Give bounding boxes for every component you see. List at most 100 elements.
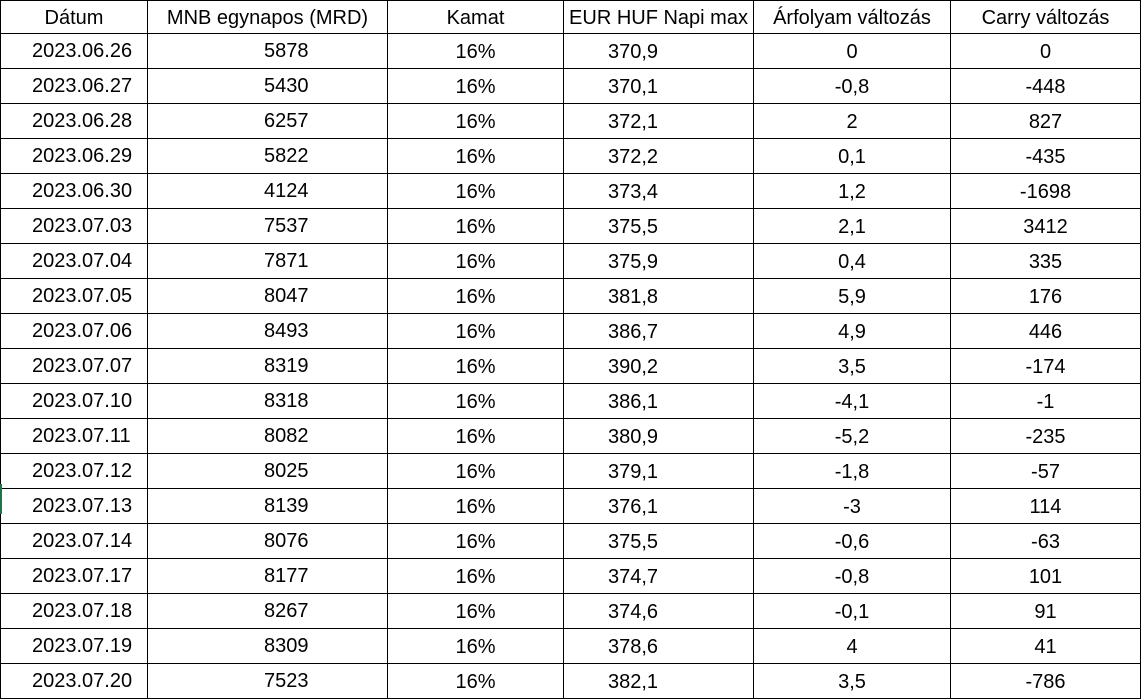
cell-arfolyam[interactable]: -0,1 bbox=[753, 593, 951, 629]
cell-date[interactable]: 2023.07.03 bbox=[0, 208, 148, 244]
cell-date[interactable]: 2023.06.28 bbox=[0, 103, 148, 139]
cell-date[interactable]: 2023.07.14 bbox=[0, 523, 148, 559]
cell-eur[interactable]: 375,5 bbox=[563, 208, 754, 244]
cell-kamat[interactable]: 16% bbox=[387, 558, 564, 594]
cell-mnb[interactable]: 8082 bbox=[147, 418, 388, 454]
cell-date[interactable]: 2023.07.20 bbox=[0, 663, 148, 699]
cell-mnb[interactable]: 4124 bbox=[147, 173, 388, 209]
cell-arfolyam[interactable]: -3 bbox=[753, 488, 951, 524]
cell-mnb[interactable]: 8318 bbox=[147, 383, 388, 419]
cell-carry[interactable]: 446 bbox=[950, 313, 1141, 349]
cell-carry[interactable]: -63 bbox=[950, 523, 1141, 559]
cell-carry[interactable]: -1698 bbox=[950, 173, 1141, 209]
cell-mnb[interactable]: 5430 bbox=[147, 68, 388, 104]
cell-kamat[interactable]: 16% bbox=[387, 138, 564, 174]
cell-eur[interactable]: 378,6 bbox=[563, 628, 754, 664]
cell-eur[interactable]: 382,1 bbox=[563, 663, 754, 699]
cell-mnb[interactable]: 8047 bbox=[147, 278, 388, 314]
cell-mnb[interactable]: 8025 bbox=[147, 453, 388, 489]
cell-kamat[interactable]: 16% bbox=[387, 243, 564, 279]
cell-eur[interactable]: 376,1 bbox=[563, 488, 754, 524]
cell-arfolyam[interactable]: 3,5 bbox=[753, 663, 951, 699]
cell-eur[interactable]: 379,1 bbox=[563, 453, 754, 489]
cell-mnb[interactable]: 7523 bbox=[147, 663, 388, 699]
cell-eur[interactable]: 373,4 bbox=[563, 173, 754, 209]
cell-date[interactable]: 2023.07.17 bbox=[0, 558, 148, 594]
cell-arfolyam[interactable]: -1,8 bbox=[753, 453, 951, 489]
cell-carry[interactable]: -57 bbox=[950, 453, 1141, 489]
cell-kamat[interactable]: 16% bbox=[387, 593, 564, 629]
header-cell-arfolyam[interactable]: Árfolyam változás bbox=[753, 0, 951, 34]
cell-arfolyam[interactable]: -4,1 bbox=[753, 383, 951, 419]
cell-arfolyam[interactable]: 4,9 bbox=[753, 313, 951, 349]
cell-mnb[interactable]: 8177 bbox=[147, 558, 388, 594]
cell-kamat[interactable]: 16% bbox=[387, 313, 564, 349]
cell-arfolyam[interactable]: 0,4 bbox=[753, 243, 951, 279]
cell-date[interactable]: 2023.07.04 bbox=[0, 243, 148, 279]
cell-arfolyam[interactable]: -5,2 bbox=[753, 418, 951, 454]
cell-date[interactable]: 2023.07.07 bbox=[0, 348, 148, 384]
cell-date[interactable]: 2023.07.18 bbox=[0, 593, 148, 629]
cell-mnb[interactable]: 6257 bbox=[147, 103, 388, 139]
cell-eur[interactable]: 372,2 bbox=[563, 138, 754, 174]
cell-kamat[interactable]: 16% bbox=[387, 383, 564, 419]
cell-kamat[interactable]: 16% bbox=[387, 523, 564, 559]
cell-mnb[interactable]: 7537 bbox=[147, 208, 388, 244]
cell-kamat[interactable]: 16% bbox=[387, 488, 564, 524]
cell-kamat[interactable]: 16% bbox=[387, 33, 564, 69]
cell-kamat[interactable]: 16% bbox=[387, 453, 564, 489]
cell-eur[interactable]: 370,1 bbox=[563, 68, 754, 104]
cell-carry[interactable]: -435 bbox=[950, 138, 1141, 174]
cell-date[interactable]: 2023.07.19 bbox=[0, 628, 148, 664]
cell-eur[interactable]: 375,5 bbox=[563, 523, 754, 559]
cell-date[interactable]: 2023.07.10 bbox=[0, 383, 148, 419]
cell-date[interactable]: 2023.07.06 bbox=[0, 313, 148, 349]
cell-carry[interactable]: 41 bbox=[950, 628, 1141, 664]
cell-eur[interactable]: 386,1 bbox=[563, 383, 754, 419]
cell-arfolyam[interactable]: 3,5 bbox=[753, 348, 951, 384]
cell-kamat[interactable]: 16% bbox=[387, 348, 564, 384]
cell-carry[interactable]: 0 bbox=[950, 33, 1141, 69]
cell-eur[interactable]: 386,7 bbox=[563, 313, 754, 349]
cell-date[interactable]: 2023.07.05 bbox=[0, 278, 148, 314]
cell-date[interactable]: 2023.07.12 bbox=[0, 453, 148, 489]
cell-eur[interactable]: 390,2 bbox=[563, 348, 754, 384]
cell-arfolyam[interactable]: -0,8 bbox=[753, 558, 951, 594]
cell-arfolyam[interactable]: 2 bbox=[753, 103, 951, 139]
cell-kamat[interactable]: 16% bbox=[387, 278, 564, 314]
cell-eur[interactable]: 380,9 bbox=[563, 418, 754, 454]
cell-mnb[interactable]: 8139 bbox=[147, 488, 388, 524]
cell-mnb[interactable]: 7871 bbox=[147, 243, 388, 279]
cell-arfolyam[interactable]: -0,6 bbox=[753, 523, 951, 559]
cell-carry[interactable]: 101 bbox=[950, 558, 1141, 594]
cell-kamat[interactable]: 16% bbox=[387, 628, 564, 664]
cell-mnb[interactable]: 8309 bbox=[147, 628, 388, 664]
cell-mnb[interactable]: 8267 bbox=[147, 593, 388, 629]
cell-mnb[interactable]: 8076 bbox=[147, 523, 388, 559]
cell-kamat[interactable]: 16% bbox=[387, 663, 564, 699]
cell-carry[interactable]: -1 bbox=[950, 383, 1141, 419]
cell-eur[interactable]: 372,1 bbox=[563, 103, 754, 139]
cell-eur[interactable]: 370,9 bbox=[563, 33, 754, 69]
cell-carry[interactable]: 176 bbox=[950, 278, 1141, 314]
cell-kamat[interactable]: 16% bbox=[387, 68, 564, 104]
cell-date[interactable]: 2023.06.30 bbox=[0, 173, 148, 209]
cell-carry[interactable]: -174 bbox=[950, 348, 1141, 384]
cell-kamat[interactable]: 16% bbox=[387, 418, 564, 454]
cell-date[interactable]: 2023.06.27 bbox=[0, 68, 148, 104]
cell-mnb[interactable]: 5822 bbox=[147, 138, 388, 174]
cell-carry[interactable]: 335 bbox=[950, 243, 1141, 279]
cell-mnb[interactable]: 8319 bbox=[147, 348, 388, 384]
cell-carry[interactable]: -448 bbox=[950, 68, 1141, 104]
header-cell-mnb[interactable]: MNB egynapos (MRD) bbox=[147, 0, 388, 34]
cell-date[interactable]: 2023.06.26 bbox=[0, 33, 148, 69]
cell-arfolyam[interactable]: 4 bbox=[753, 628, 951, 664]
header-cell-carry[interactable]: Carry változás bbox=[950, 0, 1141, 34]
cell-eur[interactable]: 381,8 bbox=[563, 278, 754, 314]
cell-arfolyam[interactable]: 0,1 bbox=[753, 138, 951, 174]
cell-carry[interactable]: 91 bbox=[950, 593, 1141, 629]
cell-eur[interactable]: 374,6 bbox=[563, 593, 754, 629]
cell-carry[interactable]: -235 bbox=[950, 418, 1141, 454]
cell-arfolyam[interactable]: 2,1 bbox=[753, 208, 951, 244]
cell-carry[interactable]: 827 bbox=[950, 103, 1141, 139]
